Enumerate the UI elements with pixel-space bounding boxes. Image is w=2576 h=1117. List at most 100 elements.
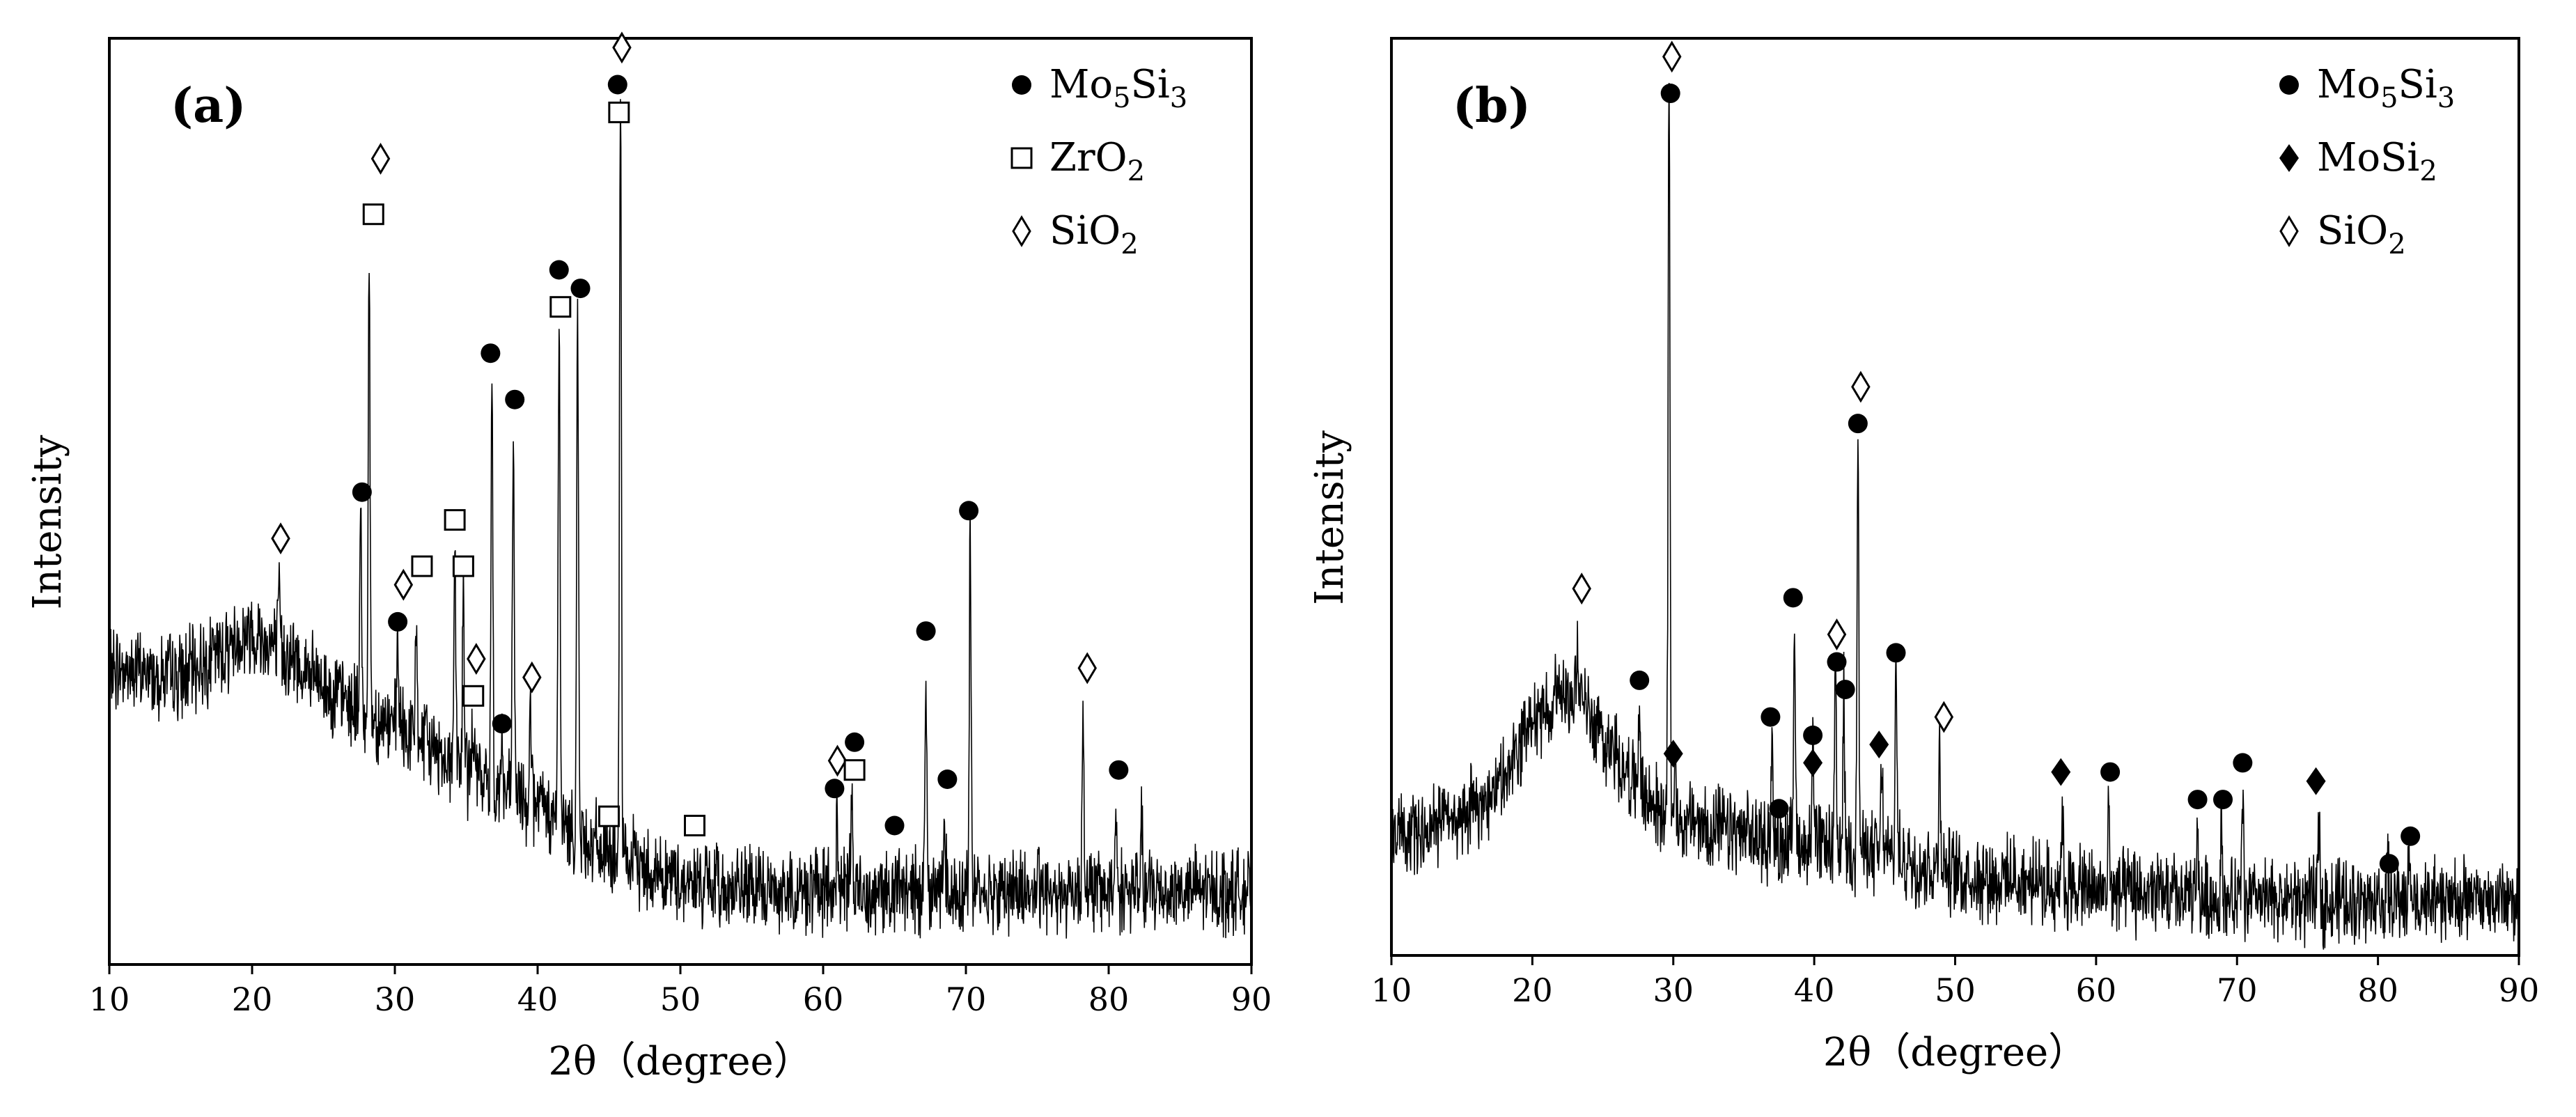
legend-subscript: 3 — [1170, 82, 1187, 114]
peak-marker-filled-circle — [570, 279, 591, 299]
peak-marker-open-square — [598, 805, 620, 827]
peak-marker-filled-circle — [492, 714, 512, 734]
peak-marker-filled-circle — [505, 389, 525, 409]
peak-marker-filled-circle — [481, 343, 501, 364]
chart-panel-b: 10 20 30 40 50 60 70 80 90 2θ（degree） Intensity (b)… — [1307, 37, 2540, 1075]
peak-marker-filled-circle — [388, 611, 408, 632]
peak-marker-filled-circle — [1886, 643, 1906, 663]
x-tick-label: 50 — [1935, 971, 1976, 1009]
peak-marker-open-diamond — [612, 31, 632, 64]
y-axis-title: Intensity — [25, 435, 70, 609]
peak-marker-filled-circle — [549, 260, 569, 280]
peak-marker-filled-diamond — [1869, 731, 1889, 759]
x-tick-label: 90 — [1231, 981, 1272, 1018]
peak-marker-open-square — [462, 685, 485, 707]
peak-marker-filled-circle — [607, 75, 627, 95]
legend-subscript: 2 — [2388, 228, 2405, 260]
legend-marker-filled-circle — [2279, 75, 2299, 95]
legend-marker-open-diamond — [2279, 215, 2299, 247]
peak-marker-open-square — [608, 101, 630, 123]
legend-subscript: 3 — [2437, 82, 2455, 114]
legend-marker-open-square — [1010, 147, 1033, 169]
peak-marker-filled-circle — [916, 621, 936, 641]
x-tick-label: 80 — [1088, 981, 1130, 1018]
peak-marker-filled-circle — [2100, 762, 2121, 782]
peak-marker-open-diamond — [393, 568, 414, 601]
peak-marker-filled-circle — [2187, 790, 2208, 810]
x-tick-label: 70 — [2217, 971, 2258, 1009]
x-tick-label: 60 — [2076, 971, 2117, 1009]
peak-marker-filled-circle — [1660, 84, 1680, 104]
legend-text: MoSi — [2317, 135, 2419, 180]
peak-marker-open-diamond — [1077, 652, 1097, 685]
legend-text: Si — [1131, 62, 1170, 107]
peak-marker-open-diamond — [370, 142, 391, 175]
peak-marker-filled-diamond — [1803, 749, 1823, 777]
peak-marker-open-square — [362, 203, 384, 226]
legend-subscript: 5 — [2380, 82, 2398, 114]
x-tick-label: 20 — [232, 981, 273, 1018]
peak-marker-filled-circle — [352, 482, 372, 502]
x-tick-label: 20 — [1512, 971, 1553, 1009]
peak-marker-filled-circle — [959, 501, 979, 521]
peak-marker-filled-diamond — [2306, 767, 2326, 795]
peak-marker-open-diamond — [1572, 572, 1591, 605]
peak-marker-open-diamond — [271, 522, 290, 555]
legend-marker-filled-diamond — [2279, 144, 2299, 172]
legend-entry: SiO2 — [1049, 208, 1139, 260]
legend-text: SiO — [2317, 208, 2388, 253]
peak-marker-open-square — [549, 296, 572, 318]
peak-marker-open-diamond — [522, 661, 542, 694]
legend-text: Mo — [1049, 62, 1113, 107]
x-tick-label: 70 — [946, 981, 987, 1018]
legend-marker-filled-circle — [1012, 75, 1031, 95]
legend-text: ZrO — [1049, 135, 1127, 180]
peak-marker-filled-diamond — [2051, 758, 2071, 786]
peak-marker-filled-circle — [825, 779, 845, 799]
peak-marker-open-diamond — [827, 744, 848, 777]
x-tick-label: 50 — [660, 981, 701, 1018]
peak-marker-filled-circle — [845, 732, 865, 752]
peak-marker-filled-circle — [1630, 670, 1650, 690]
legend-entry: MoSi2 — [2317, 135, 2437, 187]
peak-marker-filled-circle — [1761, 707, 1781, 727]
peak-marker-filled-circle — [2233, 753, 2253, 773]
x-tick-label: 60 — [803, 981, 844, 1018]
diffraction-trace — [1391, 83, 2520, 950]
legend-entry: SiO2 — [2317, 208, 2406, 260]
peak-marker-filled-circle — [1109, 760, 1129, 780]
x-tick-label: 10 — [89, 981, 130, 1018]
x-tick-label: 30 — [375, 981, 416, 1018]
panel-label: (a) — [171, 78, 246, 134]
y-axis-title: Intensity — [1307, 430, 1352, 605]
peak-marker-filled-circle — [1783, 588, 1803, 608]
peak-marker-filled-circle — [937, 770, 958, 789]
x-tick-label: 30 — [1653, 971, 1694, 1009]
peak-marker-open-diamond — [1827, 618, 1847, 650]
legend-subscript: 5 — [1113, 82, 1130, 114]
legend-entry: Mo5Si3 — [1049, 62, 1187, 114]
peak-marker-filled-circle — [1803, 725, 1823, 745]
legend-marker-open-diamond — [1012, 215, 1031, 247]
peak-marker-open-square — [444, 509, 466, 531]
x-tick-label: 40 — [517, 981, 559, 1018]
peak-marker-open-diamond — [467, 643, 486, 675]
peak-marker-filled-diamond — [1663, 740, 1683, 768]
peak-marker-filled-circle — [1835, 680, 1855, 700]
x-axis-title: 2θ（degree） — [1823, 1030, 2087, 1075]
legend-entry: ZrO2 — [1049, 135, 1145, 187]
x-tick-label: 10 — [1371, 971, 1412, 1009]
peak-marker-filled-circle — [884, 815, 905, 836]
x-tick-label: 40 — [1794, 971, 1835, 1009]
peak-marker-open-diamond — [1934, 701, 1954, 733]
peak-marker-filled-circle — [2213, 790, 2233, 810]
peak-marker-open-diamond — [1662, 40, 1682, 73]
legend-text: Mo — [2317, 62, 2380, 107]
legend-subscript: 2 — [1121, 228, 1138, 260]
peak-marker-open-square — [452, 555, 474, 577]
x-tick-label: 90 — [2499, 971, 2540, 1009]
peak-marker-open-square — [843, 759, 866, 781]
peak-marker-open-square — [411, 555, 433, 577]
